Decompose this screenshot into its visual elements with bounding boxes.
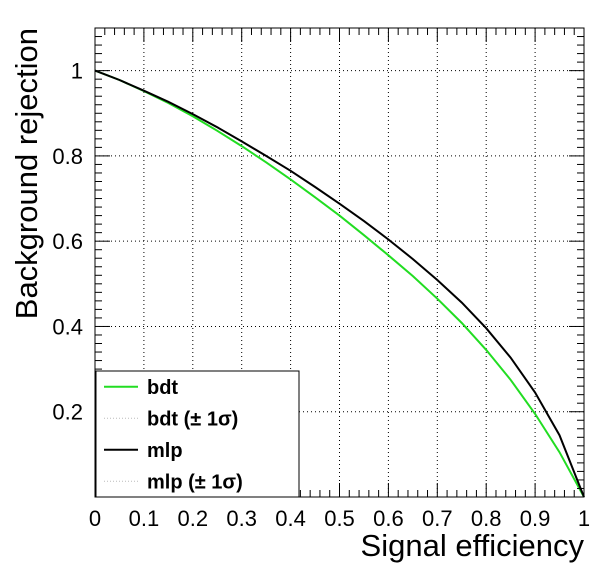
x-tick-label: 0.2 xyxy=(178,506,209,531)
x-tick-label: 0.5 xyxy=(324,506,355,531)
x-tick-label: 0.1 xyxy=(129,506,160,531)
y-tick-label: 0.4 xyxy=(52,314,83,339)
series-group xyxy=(94,69,585,498)
x-tick-label: 0.7 xyxy=(422,506,453,531)
y-tick-label: 0.2 xyxy=(52,400,83,425)
x-tick-label: 0.3 xyxy=(226,506,257,531)
legend-label: bdt xyxy=(147,377,178,399)
y-tick-label: 0.8 xyxy=(52,144,83,169)
y-axis-title: Background rejection xyxy=(9,28,44,319)
x-tick-label: 0.6 xyxy=(373,506,404,531)
x-tick-label: 0 xyxy=(89,506,101,531)
legend-label: mlp (± 1σ) xyxy=(147,471,243,493)
tick-labels: 0 0.1 0.2 0.3 0.4 0.5 0.6 0.7 0.8 0.9 1 0.2 0.4 0.6 0.… xyxy=(52,59,590,531)
x-tick-label: 0.9 xyxy=(520,506,551,531)
x-tick-label: 1 xyxy=(578,506,590,531)
series-line-mlp xyxy=(94,69,585,498)
legend-label: mlp xyxy=(147,440,183,462)
series-line-bdt xyxy=(94,69,585,498)
y-tick-label: 1 xyxy=(71,59,83,84)
x-axis-title: Signal efficiency xyxy=(361,528,585,563)
legend-label: bdt (± 1σ) xyxy=(147,408,238,430)
legend-box xyxy=(95,370,300,498)
y-tick-label: 0.6 xyxy=(52,229,83,254)
x-tick-label: 0.4 xyxy=(275,506,306,531)
x-tick-label: 0.8 xyxy=(471,506,502,531)
legend: bdt bdt (± 1σ) mlp mlp (± 1σ) xyxy=(95,370,300,498)
grid xyxy=(94,28,585,497)
